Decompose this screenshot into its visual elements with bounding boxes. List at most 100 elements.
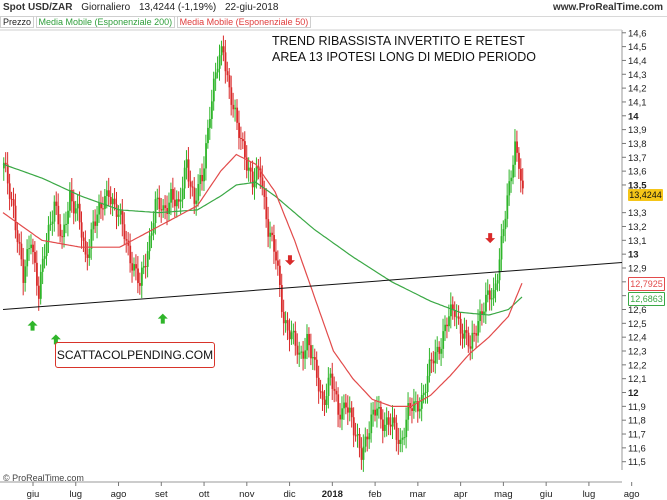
candle-body	[282, 311, 285, 324]
candle-body	[170, 188, 172, 203]
y-tick-label: 13	[628, 250, 639, 261]
header-info: Spot USD/ZAR Giornaliero 13,4244 (-1,19%…	[3, 2, 284, 13]
candle-body	[187, 159, 190, 182]
candle-body	[129, 245, 132, 264]
candle-body	[22, 259, 25, 283]
candle-body	[214, 72, 217, 79]
legend-price[interactable]: Prezzo	[0, 16, 35, 28]
candle-body	[222, 46, 225, 53]
symbol-label[interactable]: Spot USD/ZAR	[3, 2, 73, 13]
candle-body	[510, 177, 513, 182]
candle-body	[385, 417, 388, 425]
candle-body	[393, 417, 396, 423]
candle-body	[199, 174, 202, 185]
legend-ma50[interactable]: Media Mobile (Esponenziale 50)	[176, 16, 312, 28]
candle-body	[117, 214, 120, 217]
candle-body	[245, 157, 248, 171]
candle-body	[292, 330, 295, 333]
candle-body	[314, 357, 316, 360]
candle-body	[461, 333, 464, 339]
y-tick-label: 13,5	[628, 180, 647, 191]
candle-body	[92, 221, 95, 230]
x-tick-label: giu	[27, 489, 40, 500]
candle-body	[74, 208, 77, 214]
candle-body	[280, 284, 283, 312]
candle-body	[506, 195, 509, 219]
candle-body	[420, 395, 423, 409]
candle-body	[438, 346, 441, 354]
candle-body	[452, 304, 454, 311]
candle-body	[119, 210, 122, 215]
candle-body	[14, 205, 17, 231]
annotation-line-1: TREND RIBASSISTA INVERTITO E RETEST	[272, 34, 525, 48]
candle-body	[279, 265, 281, 285]
candle-body	[469, 346, 472, 349]
candle-body	[521, 180, 524, 189]
candle-body	[18, 242, 21, 244]
candle-body	[380, 407, 382, 420]
candle-body	[216, 68, 219, 73]
y-tick-label: 13,9	[628, 125, 647, 136]
candle-body	[358, 433, 361, 449]
candle-body	[107, 190, 110, 197]
candle-body	[520, 168, 522, 181]
candle-body	[370, 414, 373, 434]
candle-body	[335, 390, 338, 395]
y-tick-label: 13,6	[628, 167, 647, 178]
candle-body	[24, 266, 27, 283]
candle-body	[426, 375, 429, 393]
legend-ma200[interactable]: Media Mobile (Esponenziale 200)	[35, 16, 176, 28]
candle-body	[382, 419, 384, 431]
y-tick-label: 11,5	[628, 457, 646, 468]
up-arrow	[50, 334, 61, 345]
candle-body	[59, 224, 62, 237]
candle-body	[453, 310, 456, 317]
candle-body	[175, 199, 178, 207]
candle-body	[514, 141, 517, 165]
candle-body	[160, 209, 163, 211]
candle-body	[100, 202, 102, 209]
candle-body	[413, 401, 415, 411]
candle-body	[148, 235, 151, 252]
candle-body	[55, 201, 58, 206]
candle-body	[512, 164, 515, 178]
candle-body	[277, 260, 279, 266]
candle-body	[174, 199, 176, 207]
candle-body	[352, 417, 355, 436]
x-tick-label: mar	[410, 489, 426, 500]
y-tick-label: 12	[628, 388, 639, 399]
candle-body	[158, 197, 161, 210]
candle-body	[135, 264, 137, 269]
candle-body	[32, 244, 34, 253]
candle-body	[488, 290, 491, 300]
candle-body	[162, 205, 165, 211]
candle-body	[218, 55, 221, 69]
site-label[interactable]: www.ProRealTime.com	[552, 2, 663, 13]
candle-body	[333, 388, 336, 391]
candle-body	[294, 330, 297, 346]
candle-body	[212, 78, 215, 102]
candle-body	[286, 320, 289, 331]
x-tick-label: ago	[111, 489, 127, 500]
candle-body	[389, 424, 392, 427]
candle-body	[49, 223, 52, 226]
y-tick-label: 12,6	[628, 305, 647, 316]
candle-body	[475, 333, 478, 336]
ma50-line	[2, 153, 523, 407]
candle-body	[109, 196, 112, 205]
candle-body	[383, 424, 386, 431]
y-tick-label: 13,3	[628, 208, 647, 219]
period-label[interactable]: Giornaliero	[81, 2, 131, 13]
candle-body	[69, 189, 71, 211]
candle-body	[144, 266, 147, 268]
candle-body	[224, 52, 227, 72]
x-tick-label: lug	[69, 489, 82, 500]
ma200-value-tag: 12,6863	[628, 291, 665, 306]
candle-body	[183, 167, 186, 189]
candle-body	[378, 407, 380, 409]
candle-body	[298, 352, 301, 355]
candle-body	[251, 171, 254, 188]
x-tick-label: nov	[239, 489, 255, 500]
candle-body	[329, 373, 332, 378]
